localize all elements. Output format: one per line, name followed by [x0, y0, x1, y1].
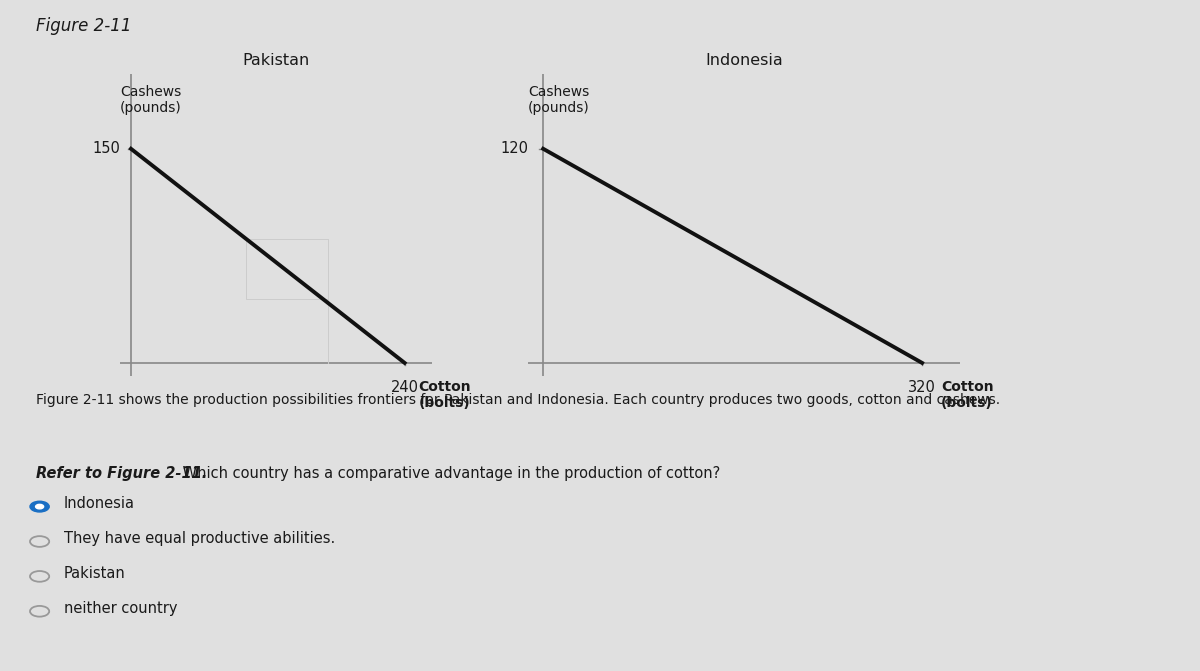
- Text: 150: 150: [92, 142, 120, 156]
- Text: Figure 2-11: Figure 2-11: [36, 17, 132, 35]
- Text: Indonesia: Indonesia: [64, 497, 134, 511]
- Text: Which country has a comparative advantage in the production of cotton?: Which country has a comparative advantag…: [178, 466, 720, 481]
- Text: 120: 120: [500, 142, 528, 156]
- Text: Pakistan: Pakistan: [64, 566, 125, 581]
- Text: Refer to Figure 2-11.: Refer to Figure 2-11.: [36, 466, 208, 481]
- Text: 320: 320: [908, 380, 936, 395]
- Text: 240: 240: [391, 380, 419, 395]
- Title: Pakistan: Pakistan: [242, 54, 310, 68]
- Text: Cotton
(bolts): Cotton (bolts): [419, 380, 470, 410]
- Text: Cotton
(bolts): Cotton (bolts): [941, 380, 994, 410]
- Text: Figure 2-11 shows the production possibilities frontiers for Pakistan and Indone: Figure 2-11 shows the production possibi…: [36, 393, 1000, 407]
- Text: Cashews
(pounds): Cashews (pounds): [528, 85, 589, 115]
- Text: Cashews
(pounds): Cashews (pounds): [120, 85, 181, 115]
- Title: Indonesia: Indonesia: [706, 54, 782, 68]
- Text: They have equal productive abilities.: They have equal productive abilities.: [64, 531, 335, 546]
- Bar: [246, 239, 328, 299]
- Text: neither country: neither country: [64, 601, 178, 616]
